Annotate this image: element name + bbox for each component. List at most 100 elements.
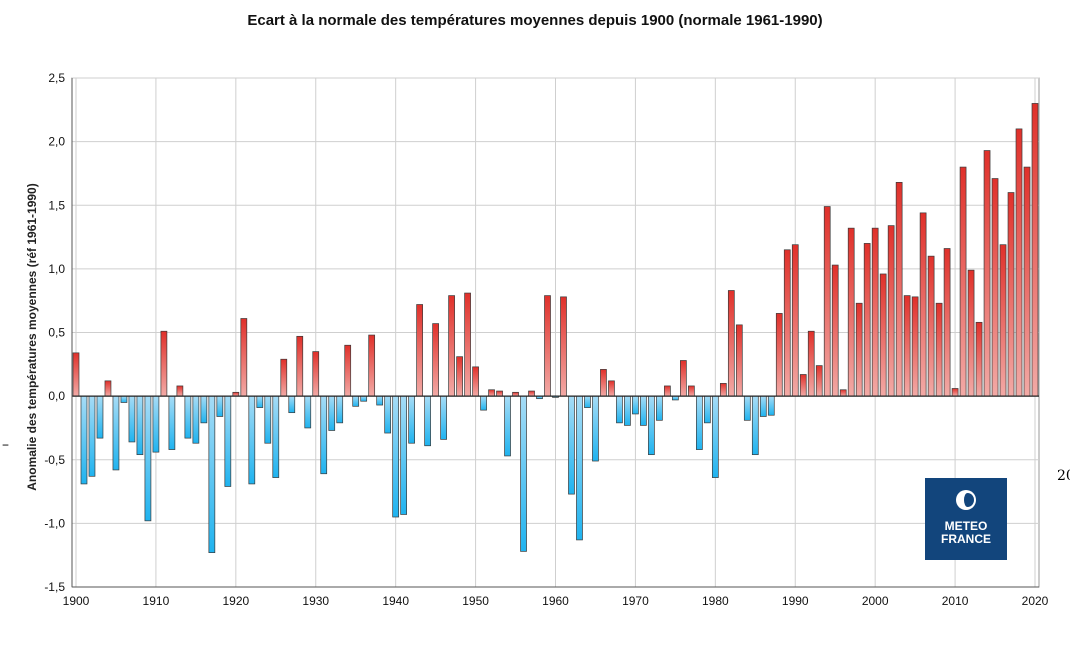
- bar-1982: [727, 290, 735, 397]
- x-tick-label: 1970: [622, 594, 649, 608]
- bar-1904: [104, 380, 112, 397]
- bar-1972: [648, 395, 655, 456]
- x-tick-label: 2020: [1022, 594, 1049, 608]
- bar-1964: [584, 395, 591, 408]
- bar-1990: [791, 244, 799, 397]
- bar-1951: [480, 395, 487, 411]
- bar-1961: [560, 296, 567, 397]
- x-tick-label: 2000: [862, 594, 889, 608]
- bar-1973: [656, 395, 663, 421]
- chart-title: Ecart à la normale des températures moye…: [247, 12, 823, 29]
- bar-1932: [328, 395, 336, 431]
- bar-2017: [1007, 192, 1015, 397]
- x-tick-label: 1990: [782, 594, 809, 608]
- bar-1967: [608, 380, 615, 397]
- bar-1926: [280, 358, 288, 397]
- bar-1965: [592, 395, 599, 462]
- bar-1925: [272, 395, 280, 478]
- bar-1943: [416, 304, 423, 397]
- bar-1907: [128, 395, 136, 443]
- bar-1903: [96, 395, 104, 439]
- bar-2005: [911, 296, 919, 397]
- bar-1933: [336, 395, 344, 424]
- x-tick-label: 1900: [63, 594, 90, 608]
- bar-1992: [807, 330, 815, 397]
- bar-1909: [144, 395, 152, 522]
- bar-1900: [72, 352, 80, 397]
- x-tick-label: 1960: [542, 594, 569, 608]
- bar-1945: [432, 323, 439, 397]
- bar-1962: [568, 395, 575, 495]
- bar-1996: [839, 389, 847, 397]
- bar-1977: [688, 385, 695, 397]
- x-tick-label: 1980: [702, 594, 729, 608]
- bar-1954: [504, 395, 511, 457]
- bar-1969: [624, 395, 631, 426]
- bar-1923: [256, 395, 264, 408]
- bar-1987: [767, 395, 775, 416]
- bar-2014: [983, 150, 991, 397]
- bar-1948: [456, 356, 463, 397]
- x-tick-label: 1940: [382, 594, 409, 608]
- y-tick-label: -0,5: [44, 453, 65, 467]
- bar-1916: [200, 395, 208, 424]
- x-tick-label: 2010: [942, 594, 969, 608]
- bar-2011: [959, 166, 967, 397]
- logo-line-1: METEO: [944, 519, 988, 533]
- meteo-france-logo: METEO FRANCE: [925, 478, 1007, 560]
- bar-1944: [424, 395, 431, 447]
- bar-1997: [847, 227, 855, 397]
- bar-1941: [400, 395, 408, 515]
- bar-1956: [520, 395, 527, 552]
- bar-1940: [392, 395, 400, 518]
- bar-1946: [440, 395, 447, 440]
- bar-1974: [664, 385, 671, 397]
- bar-1988: [775, 313, 783, 397]
- bar-1936: [360, 395, 368, 402]
- bar-2004: [903, 295, 911, 397]
- bar-1931: [320, 395, 328, 475]
- bar-1963: [576, 395, 583, 541]
- y-tick-label: -1,0: [44, 516, 65, 530]
- bar-1994: [823, 206, 831, 397]
- bar-1991: [799, 374, 807, 397]
- bar-1911: [160, 330, 168, 397]
- bar-1953: [496, 390, 503, 397]
- x-tick-label: 1910: [143, 594, 170, 608]
- bar-2012: [967, 269, 975, 397]
- bar-1927: [288, 395, 296, 414]
- bar-1917: [208, 395, 216, 554]
- bar-1930: [312, 351, 320, 397]
- bar-1910: [152, 395, 160, 453]
- bar-1970: [632, 395, 639, 415]
- bar-1939: [384, 395, 392, 434]
- bar-1922: [248, 395, 256, 485]
- bar-1913: [176, 385, 184, 397]
- bar-1950: [472, 366, 479, 397]
- bar-1929: [304, 395, 312, 429]
- bar-1938: [376, 395, 384, 406]
- bar-1986: [759, 395, 767, 417]
- bar-2007: [927, 255, 935, 397]
- bar-1908: [136, 395, 144, 456]
- bar-1924: [264, 395, 272, 444]
- x-tick-label: 1920: [222, 594, 249, 608]
- bar-1993: [815, 365, 823, 397]
- logo-line-2: FRANCE: [941, 532, 991, 546]
- bar-2000: [871, 227, 879, 397]
- bar-2013: [975, 321, 983, 397]
- bar-1947: [448, 295, 455, 397]
- bar-1980: [711, 395, 719, 478]
- bar-2016: [999, 244, 1007, 397]
- bar-2001: [879, 273, 887, 397]
- bar-1989: [783, 249, 791, 397]
- bar-1976: [680, 360, 687, 397]
- bar-2018: [1015, 128, 1023, 397]
- bar-1971: [640, 395, 647, 426]
- bar-1921: [240, 318, 248, 397]
- bar-1957: [528, 390, 535, 397]
- bar-1999: [863, 243, 871, 397]
- y-tick-label: 0,5: [48, 326, 65, 340]
- bar-2020: [1031, 103, 1039, 397]
